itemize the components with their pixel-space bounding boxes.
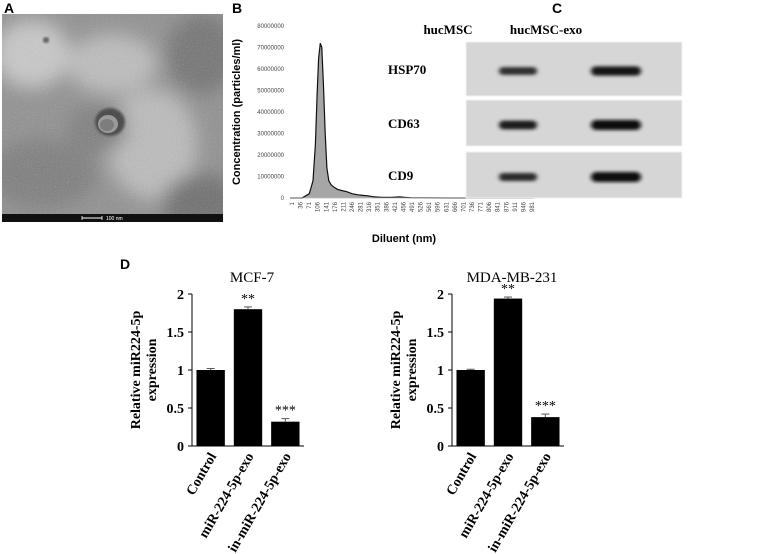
nta-y-tick-label: 60000000 <box>257 67 284 73</box>
blot-strip <box>465 41 683 97</box>
blot-strip <box>465 151 683 199</box>
nta-x-tick-label: 281 <box>359 201 365 212</box>
panel-letter-a: A <box>4 0 15 16</box>
nta-x-tick-label: 491 <box>410 201 416 212</box>
bar-chart-y-tick-label: 2 <box>437 288 444 303</box>
blot-band <box>499 120 537 130</box>
exosome-vesicle <box>95 108 125 136</box>
blot-band <box>499 173 537 181</box>
bar <box>271 421 300 446</box>
bar <box>531 417 560 446</box>
panel-letter-b: B <box>232 0 243 16</box>
bar-chart-y-tick-label: 1.5 <box>167 326 185 341</box>
blot-band <box>591 66 641 76</box>
nta-x-tick-label: 666 <box>453 201 459 212</box>
nta-x-tick-label: 911 <box>513 201 519 211</box>
significance-marker: *** <box>275 404 296 419</box>
blot-row-label: HSP70 <box>388 62 426 77</box>
nta-x-tick-label: 631 <box>444 201 450 212</box>
nta-y-tick-label: 80000000 <box>257 24 284 30</box>
nta-y-axis-title: Concentration (particles/ml) <box>231 39 243 185</box>
nta-x-tick-label: 946 <box>521 201 527 212</box>
bar-chart-y-tick-label: 0.5 <box>427 402 445 417</box>
bar-chart-y-axis-title: Relative miR224-5pexpression <box>129 310 160 429</box>
nta-x-tick-label: 141 <box>324 201 330 212</box>
nta-x-tick-label: 806 <box>487 201 493 212</box>
nta-x-tick-label: 1 <box>290 201 296 205</box>
panel-letter-c: C <box>552 0 563 16</box>
nta-x-tick-label: 211 <box>341 201 347 211</box>
nta-x-tick-label: 701 <box>461 201 467 212</box>
blot-column-label: hucMSC <box>423 22 472 37</box>
blot-row-label: CD9 <box>388 168 414 183</box>
significance-marker: ** <box>501 282 515 297</box>
bar-chart-y-tick-label: 1.5 <box>427 326 445 341</box>
significance-marker: ** <box>241 292 255 307</box>
blot-strip <box>465 99 683 147</box>
bar-chart-mcf7: MCF-7 Relative miR224-5pexpression 0 0.5 1 1.… <box>129 270 304 554</box>
nta-y-tick-label: 10000000 <box>257 175 284 181</box>
bar-chart-title: MCF-7 <box>230 270 275 286</box>
bar-chart-y-tick-label: 0 <box>437 440 444 455</box>
bar <box>233 309 263 446</box>
bar <box>196 370 225 446</box>
nta-x-tick-label: 71 <box>307 201 313 208</box>
bar-chart-y-tick-label: 1 <box>177 364 184 379</box>
nta-x-tick-label: 876 <box>504 201 510 212</box>
blot-band <box>591 172 641 182</box>
blot-band <box>591 120 641 130</box>
nta-x-tick-label: 351 <box>376 201 382 212</box>
blot-band <box>499 67 537 75</box>
nta-y-tick-label: 0 <box>281 196 285 202</box>
blot-column-label: hucMSC-exo <box>510 22 582 37</box>
nta-x-tick-label: 841 <box>496 201 502 212</box>
nta-x-tick-label: 771 <box>479 201 485 212</box>
nta-y-tick-label: 50000000 <box>257 89 284 95</box>
nta-y-tick-label: 30000000 <box>257 132 284 138</box>
nta-x-axis-title: Diluent (nm) <box>372 233 436 245</box>
nta-area <box>290 43 534 199</box>
bar-chart-y-tick-label: 0 <box>177 440 184 455</box>
panel-letter-d: D <box>120 256 131 272</box>
bar <box>456 370 485 446</box>
bar-chart-y-axis-title: Relative miR224-5pexpression <box>389 310 420 429</box>
scale-bar-label: 100 nm <box>106 216 123 222</box>
nta-y-tick-label: 40000000 <box>257 110 284 116</box>
nta-x-tick-label: 561 <box>427 201 433 212</box>
nta-x-tick-label: 736 <box>470 201 476 212</box>
nta-x-tick-label: 526 <box>419 201 425 212</box>
nta-y-tick-label: 20000000 <box>257 153 284 159</box>
significance-marker: *** <box>535 399 556 414</box>
nta-y-tick-label: 70000000 <box>257 46 284 52</box>
nta-x-tick-label: 246 <box>350 201 356 212</box>
tem-micrograph: 100 nm <box>2 14 223 222</box>
nta-x-tick-label: 106 <box>316 201 322 212</box>
bar-category-label: Control <box>444 450 480 498</box>
nta-x-tick-label: 176 <box>333 201 339 212</box>
nta-x-tick-label: 981 <box>530 201 536 212</box>
blot-row-label: CD63 <box>388 116 420 131</box>
nta-chart: 0 10000000 20000000 30000000 40000000 5000000… <box>231 24 536 245</box>
bar-chart-title: MDA-MB-231 <box>467 270 558 286</box>
bar-category-label: Control <box>184 450 220 498</box>
bar-chart-y-tick-label: 0.5 <box>167 402 185 417</box>
nta-x-tick-label: 386 <box>384 201 390 212</box>
western-blot: hucMSC hucMSC-exo HSP70 CD63 CD9 <box>388 22 683 199</box>
bar <box>493 298 523 446</box>
nta-line <box>290 43 534 199</box>
nta-x-tick-label: 456 <box>401 201 407 212</box>
bar-chart-y-tick-label: 1 <box>437 364 444 379</box>
nta-x-tick-label: 596 <box>436 201 442 212</box>
nta-x-tick-label: 421 <box>393 201 399 212</box>
nta-x-tick-label: 36 <box>299 201 305 208</box>
nta-x-tick-label: 316 <box>367 201 373 212</box>
bar-chart-y-tick-label: 2 <box>177 288 184 303</box>
bar-chart-mda-mb-231: MDA-MB-231 Relative miR224-5pexpression 0 0… <box>389 270 564 554</box>
